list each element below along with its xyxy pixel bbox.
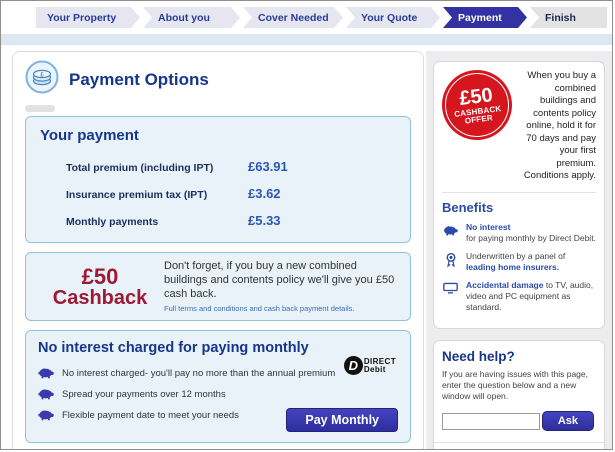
benefit-rest: to TV, audio, video and PC equipment as … xyxy=(466,279,594,313)
step-label: Payment xyxy=(458,11,502,24)
row-label: Insurance premium tax (IPT) xyxy=(66,189,208,201)
badge-line: CASHBACK xyxy=(453,103,502,119)
step-label: Your Quote xyxy=(361,11,418,24)
cashback-box: £50 Cashback Don't forget, if you buy a … xyxy=(25,252,411,322)
badge-amount: £50 xyxy=(458,83,494,110)
payment-summary-box: Your payment Total premium (including IP… xyxy=(25,116,411,243)
breadcrumb-step-payment-active[interactable]: Payment xyxy=(443,7,527,28)
benefit-pre: Underwritten by a panel of xyxy=(466,250,566,261)
bullet-text: Spread your payments over 12 months xyxy=(62,388,226,400)
cashback-terms-link[interactable]: Full terms and conditions and cash back … xyxy=(164,304,355,314)
cashback-headline: £50 Cashback xyxy=(36,263,164,309)
bullet-text: Flexible payment date to meet your needs xyxy=(62,409,239,421)
cashback-amount: £50 xyxy=(81,263,119,289)
coins-icon: £ xyxy=(25,60,59,99)
benefit-bold: leading home insurers. xyxy=(466,261,560,272)
offer-benefits-card: £50 CASHBACK OFFER When you buy a combin… xyxy=(433,61,605,330)
decorative-tab xyxy=(25,105,55,112)
payment-summary-heading: Your payment xyxy=(40,127,139,144)
breadcrumb-step-about-you[interactable]: About you xyxy=(143,7,240,28)
direct-debit-icon: D xyxy=(343,356,363,376)
help-heading: Need help? xyxy=(442,349,515,365)
monthly-bullet-3: Flexible payment date to meet your needs xyxy=(38,409,348,421)
question-input[interactable] xyxy=(442,412,540,430)
cashback-word: Cashback xyxy=(52,286,148,309)
help-text: If you are having issues with this page,… xyxy=(442,369,588,402)
breadcrumb: Your Property About you Cover Needed You… xyxy=(36,7,607,28)
monitor-icon xyxy=(442,280,459,299)
monthly-bullet-1: No interest charged- you'll pay no more … xyxy=(38,367,348,379)
help-card: Need help? If you are having issues with… xyxy=(433,340,605,449)
payment-row-total-premium: Total premium (including IPT) £63.91 xyxy=(66,159,396,174)
rosette-icon xyxy=(442,251,459,273)
piggy-bank-icon xyxy=(38,389,54,400)
ask-button[interactable]: Ask xyxy=(541,411,594,432)
piggy-bank-icon xyxy=(38,410,54,421)
pay-monthly-button[interactable]: Pay Monthly xyxy=(286,408,398,433)
svg-text:£: £ xyxy=(40,73,44,79)
monthly-heading: No interest charged for paying monthly xyxy=(38,340,309,357)
dd-word-1: DIRECT xyxy=(363,357,396,367)
breadcrumb-step-your-quote[interactable]: Your Quote xyxy=(346,7,440,28)
breadcrumb-step-finish[interactable]: Finish xyxy=(530,7,607,28)
breadcrumb-step-your-property[interactable]: Your Property xyxy=(36,7,140,28)
monthly-bullet-2: Spread your payments over 12 months xyxy=(38,388,348,400)
divider-band xyxy=(1,34,612,45)
benefit-accidental-damage: Accidental damage to TV, audio, video an… xyxy=(442,280,596,313)
bullet-text: No interest charged- you'll pay no more … xyxy=(62,367,336,379)
monthly-payment-box: No interest charged for paying monthly N… xyxy=(25,330,411,444)
benefit-rest: for paying monthly by Direct Debit. xyxy=(466,232,596,243)
dd-word-2: Debit xyxy=(363,364,386,374)
piggy-bank-icon xyxy=(38,368,54,379)
payment-row-ipt: Insurance premium tax (IPT) £3.62 xyxy=(66,186,396,201)
cashback-text: Don't forget, if you buy a new combined … xyxy=(164,260,395,300)
offer-text: When you buy a combined buildings and co… xyxy=(523,70,596,182)
step-label: Finish xyxy=(545,11,576,24)
cashback-offer-badge: £50 CASHBACK OFFER xyxy=(437,65,517,145)
page-title: Payment Options xyxy=(69,69,209,89)
step-label: About you xyxy=(158,11,210,24)
step-label: Cover Needed xyxy=(258,11,329,24)
row-value: £63.91 xyxy=(248,159,288,174)
benefit-bold: No interest xyxy=(466,221,511,232)
main-panel: £ Payment Options Your payment Total pre… xyxy=(12,51,424,449)
row-label: Total premium (including IPT) xyxy=(66,162,214,174)
direct-debit-logo: D DIRECT Debit xyxy=(343,356,396,376)
benefit-bold: Accidental damage xyxy=(466,279,544,290)
row-value: £3.62 xyxy=(248,186,281,201)
card-divider xyxy=(434,442,604,444)
benefit-underwritten: Underwritten by a panel of leading home i… xyxy=(442,251,596,273)
badge-line: OFFER xyxy=(464,112,494,126)
payment-row-monthly: Monthly payments £5.33 xyxy=(66,213,396,228)
benefit-no-interest: No interest for paying monthly by Direct … xyxy=(442,222,596,244)
row-value: £5.33 xyxy=(248,213,281,228)
benefits-heading: Benefits xyxy=(442,199,494,215)
row-label: Monthly payments xyxy=(66,216,159,228)
sidebar: £50 CASHBACK OFFER When you buy a combin… xyxy=(426,51,612,449)
breadcrumb-step-cover-needed[interactable]: Cover Needed xyxy=(243,7,343,28)
piggy-bank-icon xyxy=(442,222,459,241)
step-label: Your Property xyxy=(47,11,117,24)
